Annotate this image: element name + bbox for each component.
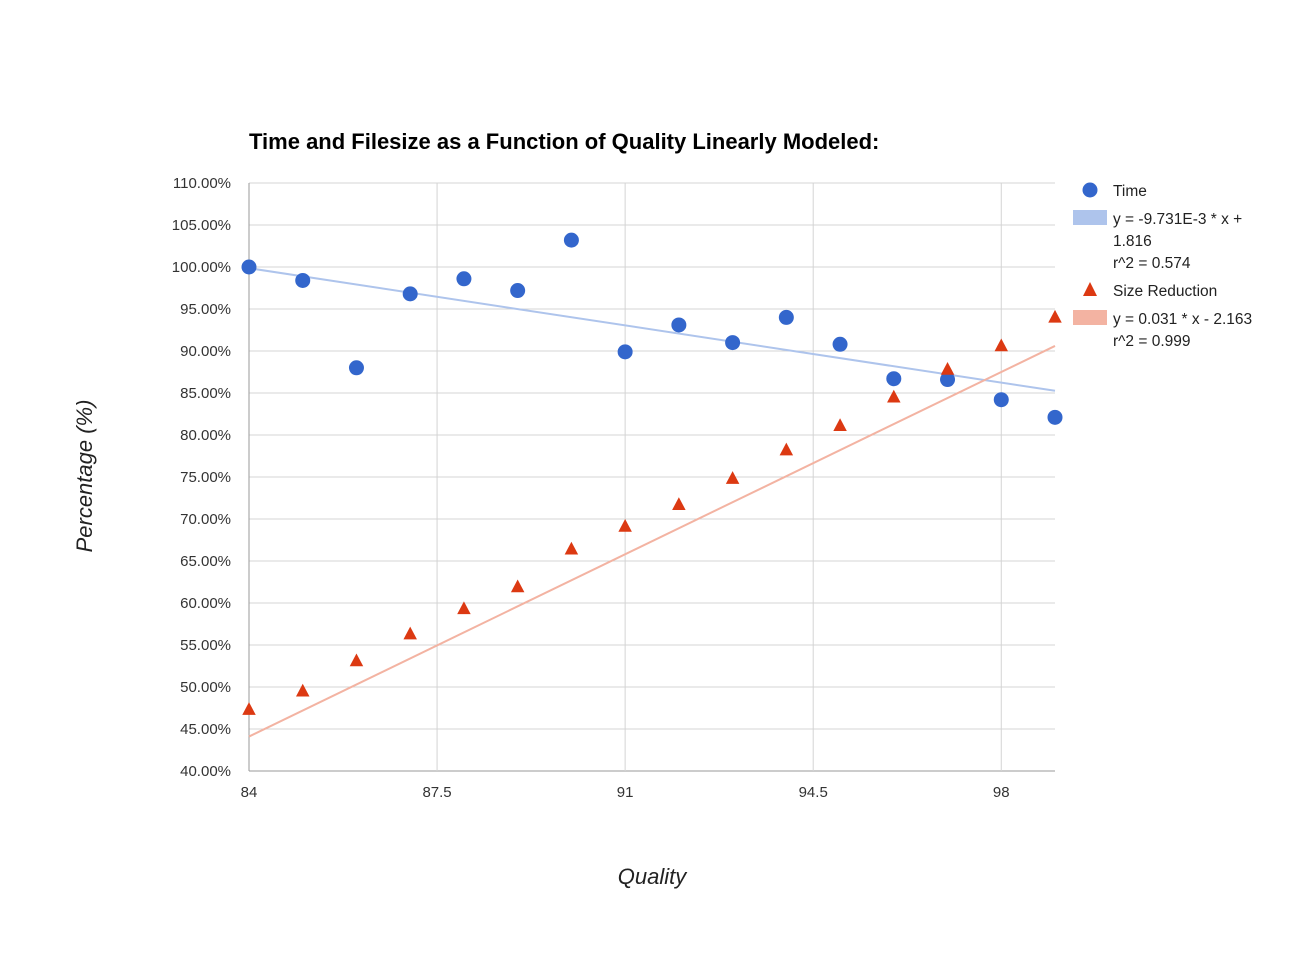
- y-tick-label: 40.00%: [180, 763, 231, 780]
- legend-time-trend-r2: r^2 = 0.574: [1113, 255, 1191, 272]
- x-tick-label: 94.5: [799, 784, 828, 801]
- y-tick-label: 75.00%: [180, 469, 231, 486]
- size-reduction-data-point: [725, 471, 740, 484]
- x-tick-label: 87.5: [422, 784, 451, 801]
- legend-time-marker: [1082, 182, 1098, 198]
- size-reduction-data-point: [887, 389, 901, 403]
- legend-time-trend-equation: y = -9.731E-3 * x +: [1113, 211, 1242, 228]
- time-data-point: [778, 309, 794, 325]
- size-reduction-data-point: [295, 683, 310, 697]
- trendline-time: [248, 267, 1056, 392]
- legend-time-label: Time: [1113, 183, 1147, 200]
- x-tick-label: 84: [241, 784, 258, 801]
- y-tick-label: 105.00%: [172, 217, 231, 234]
- data-points: [241, 232, 1063, 715]
- time-data-point: [241, 259, 257, 275]
- grid-lines: [248, 182, 1055, 772]
- size-reduction-data-point: [779, 442, 794, 456]
- size-reduction-data-point: [618, 519, 632, 532]
- legend-size-trend-equation: y = 0.031 * x - 2.163: [1113, 311, 1252, 328]
- y-tick-label: 55.00%: [180, 637, 231, 654]
- trendlines: [248, 267, 1056, 738]
- time-data-point: [563, 232, 579, 248]
- y-axis-title: Percentage (%): [72, 400, 97, 553]
- y-tick-label: 100.00%: [172, 259, 231, 276]
- x-tick-label: 91: [617, 784, 634, 801]
- legend-size-label: Size Reduction: [1113, 283, 1217, 300]
- size-reduction-data-point: [672, 497, 686, 510]
- size-reduction-data-point: [242, 702, 256, 715]
- legend-size-trendline-swatch: [1073, 310, 1107, 325]
- y-tick-label: 50.00%: [180, 679, 231, 696]
- tick-labels: 40.00% 45.00% 50.00% 55.00% 60.00% 65.00% 70.0…: [172, 175, 1010, 801]
- time-data-point: [456, 271, 472, 287]
- time-data-point: [295, 272, 311, 288]
- size-reduction-data-point: [403, 626, 417, 640]
- legend-time-trend-intercept: 1.816: [1113, 233, 1152, 250]
- time-data-point: [886, 371, 902, 387]
- time-data-point: [402, 286, 418, 302]
- time-data-point: [832, 336, 848, 352]
- x-axis-title: Quality: [618, 864, 688, 889]
- legend: Time y = -9.731E-3 * x + 1.816 r^2 = 0.5…: [1073, 182, 1252, 350]
- legend-time-trendline-swatch: [1073, 210, 1107, 225]
- size-reduction-data-point: [457, 601, 471, 615]
- legend-size-marker: [1083, 282, 1097, 296]
- y-tick-label: 80.00%: [180, 427, 231, 444]
- size-reduction-data-point: [833, 418, 847, 432]
- time-data-point: [940, 372, 956, 388]
- size-reduction-data-point: [1048, 309, 1062, 323]
- size-reduction-data-point: [349, 653, 364, 667]
- y-tick-label: 60.00%: [180, 595, 231, 612]
- time-data-point: [993, 392, 1009, 408]
- y-tick-label: 45.00%: [180, 721, 231, 738]
- legend-size-trend-r2: r^2 = 0.999: [1113, 333, 1191, 350]
- time-data-point: [1047, 409, 1063, 425]
- y-tick-label: 85.00%: [180, 385, 231, 402]
- size-reduction-data-point: [564, 541, 579, 555]
- y-tick-label: 110.00%: [173, 175, 231, 192]
- chart-title: Time and Filesize as a Function of Quali…: [249, 129, 879, 154]
- y-tick-label: 90.00%: [180, 343, 231, 360]
- size-reduction-data-point: [994, 338, 1009, 352]
- y-tick-label: 65.00%: [180, 553, 231, 570]
- time-data-point: [617, 344, 633, 360]
- x-tick-label: 98: [993, 784, 1010, 801]
- time-data-point: [725, 335, 741, 351]
- y-tick-label: 95.00%: [180, 301, 231, 318]
- time-data-point: [348, 360, 364, 376]
- size-reduction-data-point: [940, 361, 955, 375]
- y-tick-label: 70.00%: [180, 511, 231, 528]
- trendline-size-reduction: [248, 345, 1056, 738]
- size-reduction-data-point: [510, 579, 525, 593]
- time-data-point: [510, 283, 526, 299]
- time-data-point: [671, 317, 687, 333]
